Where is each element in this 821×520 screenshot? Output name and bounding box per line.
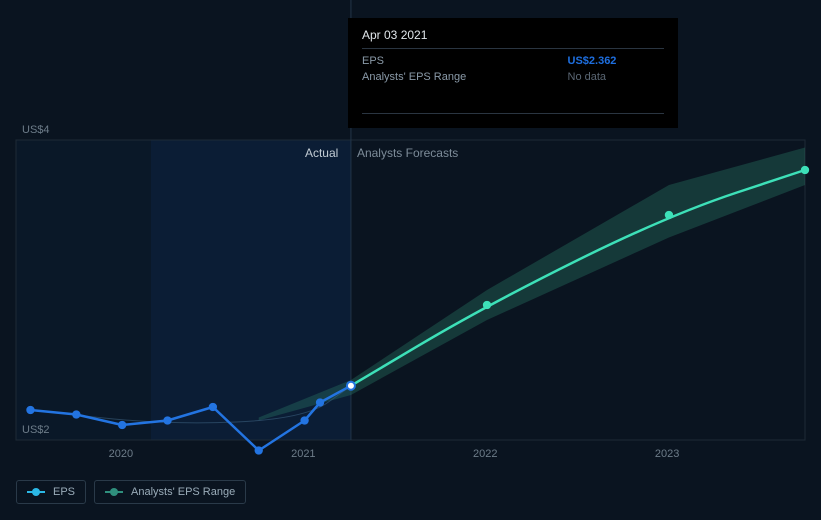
x-axis-label: 2023 [655,448,679,460]
chart-tooltip: Apr 03 2021 EPS US$2.362 Analysts' EPS R… [348,18,678,128]
x-axis-label: 2021 [291,448,315,460]
tooltip-row-value: No data [568,69,665,85]
y-axis-label: US$4 [22,124,50,136]
x-axis-label: 2022 [473,448,497,460]
x-axis-label: 2020 [109,448,133,460]
legend-marker-icon [27,488,45,496]
forecast-region-label: Analysts Forecasts [357,146,458,160]
tooltip-date: Apr 03 2021 [362,28,664,42]
chart-legend: EPS Analysts' EPS Range [16,480,246,504]
legend-marker-icon [105,488,123,496]
tooltip-row-value: US$2.362 [568,53,665,69]
legend-label: Analysts' EPS Range [131,486,235,498]
legend-item-analysts-range[interactable]: Analysts' EPS Range [94,480,246,504]
y-axis-label: US$2 [22,424,50,436]
legend-label: EPS [53,486,75,498]
tooltip-row-label: Analysts' EPS Range [362,69,568,85]
tooltip-row-label: EPS [362,53,568,69]
legend-item-eps[interactable]: EPS [16,480,86,504]
actual-region-label: Actual [305,146,338,160]
